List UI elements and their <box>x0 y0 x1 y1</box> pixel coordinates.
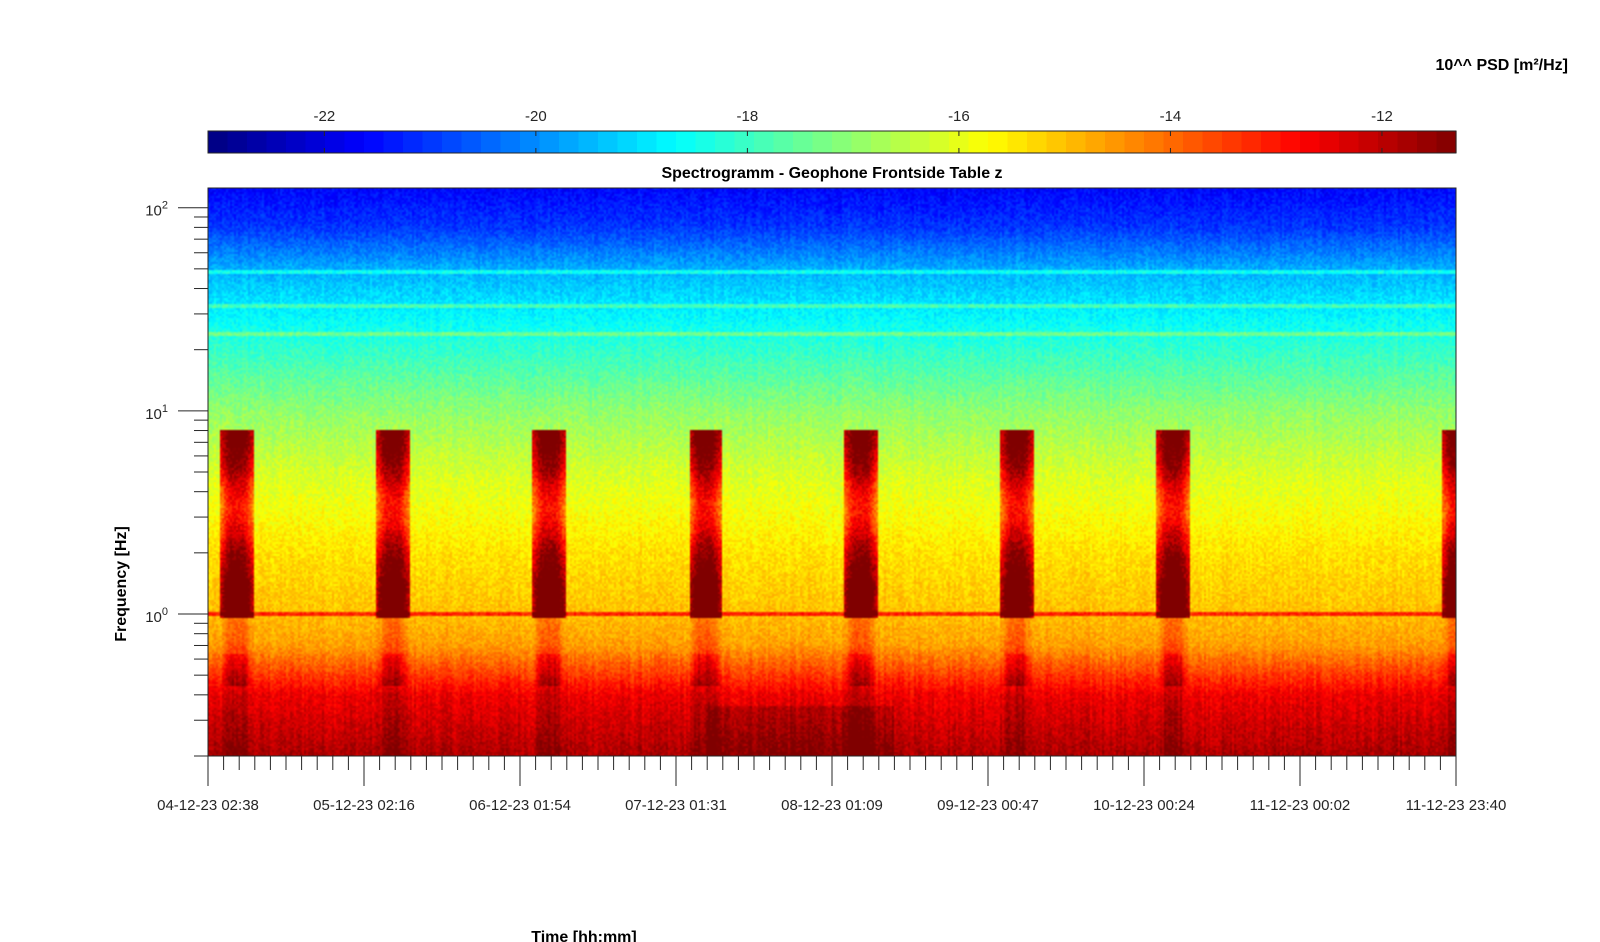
y-tick-label: 101 <box>145 403 168 423</box>
colorbar-tick-label: -22 <box>313 108 335 125</box>
colorbar-cell <box>500 131 521 153</box>
x-tick-label: 04-12-23 02:38 <box>157 797 259 814</box>
colorbar-cell <box>1222 131 1243 153</box>
chart-title: Spectrogramm - Geophone Frontside Table … <box>661 165 1002 182</box>
colorbar-cell <box>656 131 677 153</box>
colorbar-cell <box>442 131 463 153</box>
colorbar-cell <box>559 131 580 153</box>
colorbar-cell <box>890 131 911 153</box>
colorbar-cell <box>1436 131 1457 153</box>
colorbar-cell <box>715 131 736 153</box>
colorbar-gradient <box>208 131 1457 153</box>
colorbar-tick-label: -14 <box>1160 108 1182 125</box>
colorbar: -22 -20 -18 -16 -14 -12 10^^ PSD [m²/Hz] <box>207 57 1568 154</box>
colorbar-tick-label: -16 <box>948 108 970 125</box>
colorbar-cell <box>1417 131 1438 153</box>
x-axis: 04-12-23 02:38 05-12-23 02:16 06-12-23 01:… <box>157 756 1506 814</box>
colorbar-cell <box>1261 131 1282 153</box>
colorbar-cell <box>1007 131 1028 153</box>
colorbar-frame <box>207 130 1457 154</box>
colorbar-cell <box>481 131 502 153</box>
x-tick-label: 11-12-23 23:40 <box>1406 797 1507 814</box>
colorbar-cell <box>1280 131 1301 153</box>
colorbar-cell <box>1085 131 1106 153</box>
colorbar-cell <box>1397 131 1418 153</box>
colorbar-cell <box>949 131 970 153</box>
x-tick-label: 07-12-23 01:31 <box>625 797 727 814</box>
colorbar-cell <box>598 131 619 153</box>
x-axis-label: Time [hh:mm] <box>531 929 636 942</box>
colorbar-cell <box>266 131 287 153</box>
colorbar-cell <box>1183 131 1204 153</box>
colorbar-cell <box>871 131 892 153</box>
colorbar-tick-label: -20 <box>525 108 547 125</box>
colorbar-label: 10^^ PSD [m²/Hz] <box>1436 57 1568 74</box>
colorbar-cell <box>539 131 560 153</box>
colorbar-cell <box>403 131 424 153</box>
colorbar-cell <box>1319 131 1340 153</box>
colorbar-cell <box>793 131 814 153</box>
colorbar-cell <box>832 131 853 153</box>
colorbar-cell <box>1241 131 1262 153</box>
colorbar-cell <box>344 131 365 153</box>
y-axis-label: Frequency [Hz] <box>113 526 130 642</box>
y-axis: 100 101 102 <box>145 200 208 757</box>
colorbar-cell <box>695 131 716 153</box>
y-tick-label: 100 <box>145 606 168 626</box>
colorbar-cell <box>1358 131 1379 153</box>
colorbar-cell <box>968 131 989 153</box>
colorbar-cell <box>1202 131 1223 153</box>
colorbar-cell <box>383 131 404 153</box>
colorbar-cell <box>1027 131 1048 153</box>
colorbar-cell <box>1105 131 1126 153</box>
colorbar-cell <box>1046 131 1067 153</box>
x-tick-label: 09-12-23 00:47 <box>937 797 1039 814</box>
colorbar-cell <box>247 131 268 153</box>
spectrogram-heatmap <box>208 188 1456 756</box>
colorbar-cell <box>305 131 326 153</box>
colorbar-cell <box>1124 131 1145 153</box>
plot-area <box>207 187 1457 757</box>
colorbar-cell <box>1339 131 1360 153</box>
colorbar-cell <box>325 131 346 153</box>
colorbar-cell <box>910 131 931 153</box>
colorbar-cell <box>617 131 638 153</box>
colorbar-cell <box>754 131 775 153</box>
colorbar-cell <box>520 131 541 153</box>
x-tick-label: 11-12-23 00:02 <box>1250 797 1351 814</box>
colorbar-cell <box>1378 131 1399 153</box>
colorbar-tick-label: -12 <box>1371 108 1393 125</box>
colorbar-cell <box>851 131 872 153</box>
colorbar-cell <box>364 131 385 153</box>
colorbar-cell <box>812 131 833 153</box>
colorbar-cell <box>286 131 307 153</box>
colorbar-ticks: -22 -20 -18 -16 -14 -12 <box>313 108 1393 153</box>
x-tick-label: 05-12-23 02:16 <box>313 797 415 814</box>
x-tick-label: 08-12-23 01:09 <box>781 797 883 814</box>
colorbar-cell <box>676 131 697 153</box>
colorbar-cell <box>734 131 755 153</box>
colorbar-cell <box>637 131 658 153</box>
colorbar-cell <box>1144 131 1165 153</box>
colorbar-cell <box>773 131 794 153</box>
colorbar-cell <box>208 131 229 153</box>
colorbar-cell <box>578 131 599 153</box>
x-tick-label: 10-12-23 00:24 <box>1093 797 1195 814</box>
x-tick-label: 06-12-23 01:54 <box>469 797 571 814</box>
colorbar-cell <box>929 131 950 153</box>
colorbar-cell <box>988 131 1009 153</box>
heatmap-canvas <box>208 188 1456 756</box>
colorbar-cell <box>461 131 482 153</box>
y-tick-label: 102 <box>145 200 168 220</box>
colorbar-cell <box>1066 131 1087 153</box>
colorbar-cell <box>1300 131 1321 153</box>
colorbar-cell <box>1163 131 1184 153</box>
colorbar-cell <box>422 131 443 153</box>
colorbar-cell <box>227 131 248 153</box>
colorbar-tick-label: -18 <box>737 108 759 125</box>
